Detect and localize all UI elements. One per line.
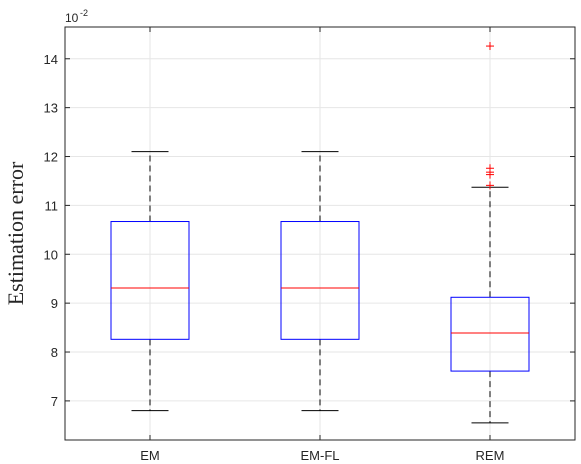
y-tick-label: 13	[44, 101, 58, 116]
y-tick-label: 8	[51, 345, 58, 360]
y-tick-label: 14	[44, 52, 58, 67]
y-tick-label: 10	[44, 247, 58, 262]
box-series	[110, 42, 530, 424]
x-tick-label: EM	[140, 448, 160, 463]
x-tick-label: EM-FL	[301, 448, 340, 463]
box-em	[110, 151, 190, 412]
x-tick-label: REM	[476, 448, 505, 463]
grid-lines	[65, 27, 575, 440]
y-tick-label: 12	[44, 150, 58, 165]
y-axis-label: Estimation error	[3, 161, 28, 305]
box-em-fl	[280, 151, 360, 412]
box-rem	[450, 42, 530, 424]
iqr-box	[110, 221, 190, 340]
y-tick-label: 9	[51, 296, 58, 311]
y-tick-label: 7	[51, 394, 58, 409]
y-exponent-base: 10	[65, 11, 79, 25]
axis-ticks: 7 8 9 10 11 12 13 14 EM EM-FL REM	[44, 27, 575, 463]
outlier-marker	[486, 181, 494, 190]
outlier-marker	[486, 164, 494, 173]
iqr-box	[280, 221, 360, 340]
y-exponent-power: -2	[80, 8, 88, 18]
outlier-marker	[486, 42, 494, 51]
iqr-box	[450, 296, 530, 372]
y-tick-label: 11	[45, 198, 59, 213]
